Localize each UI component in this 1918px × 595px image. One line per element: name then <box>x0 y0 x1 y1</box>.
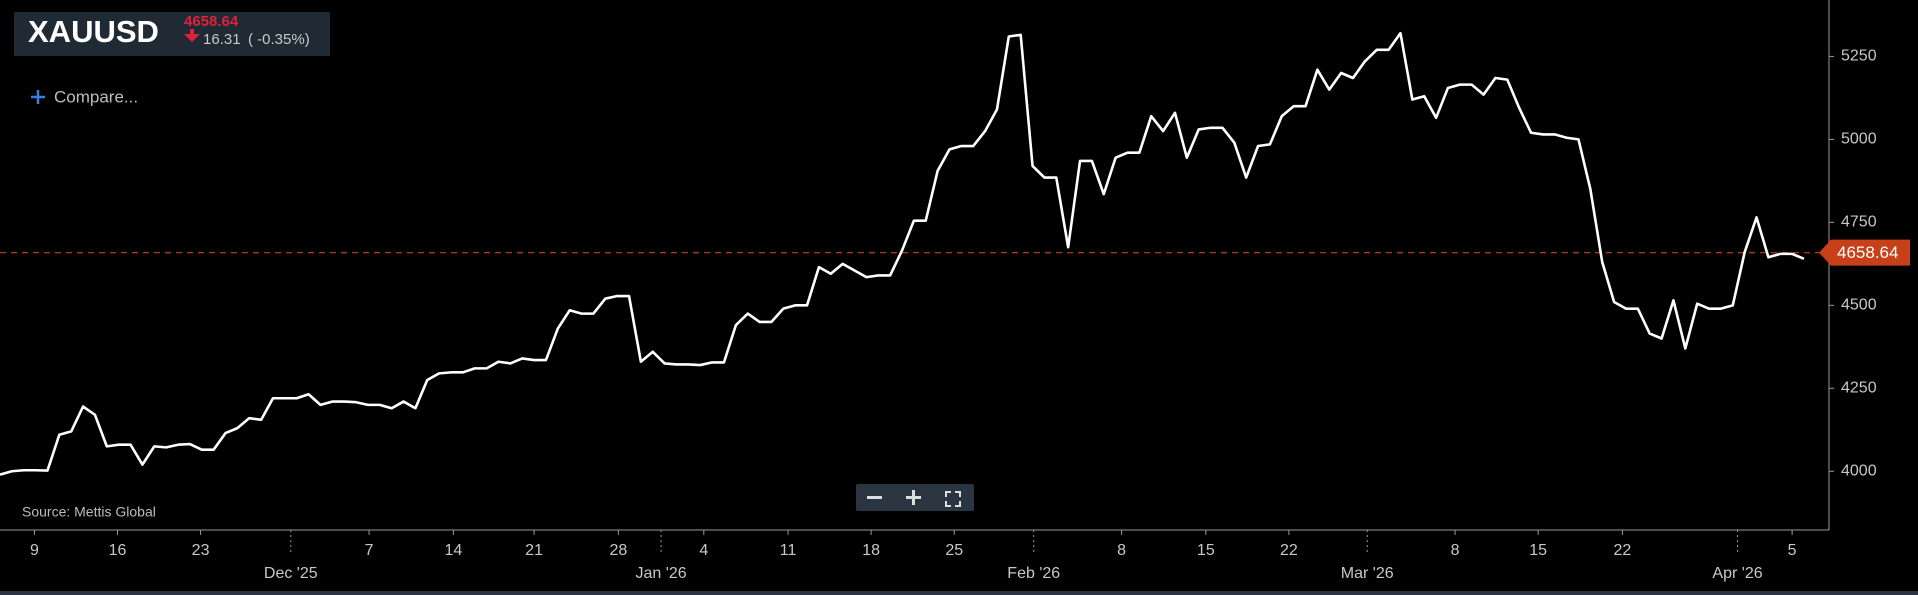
x-tick-label: 23 <box>192 542 210 559</box>
bottom-border <box>0 591 1918 595</box>
x-tick-label: 15 <box>1529 542 1547 559</box>
x-tick-label: 8 <box>1451 542 1460 559</box>
x-tick-label: 11 <box>780 542 797 559</box>
symbol: XAUUSD <box>28 14 159 49</box>
x-tick-label: 4 <box>699 542 708 559</box>
x-tick-label: 8 <box>1117 542 1126 559</box>
y-tick-label: 5250 <box>1841 48 1877 65</box>
y-tick-label: 4250 <box>1841 380 1877 397</box>
fullscreen[interactable] <box>945 491 961 507</box>
x-tick-label: 16 <box>109 542 127 559</box>
month-label: Apr '26 <box>1712 565 1762 582</box>
month-label: Feb '26 <box>1007 565 1060 582</box>
x-tick-label: 7 <box>365 542 374 559</box>
x-tick-label: 9 <box>30 542 39 559</box>
x-tick-label: 25 <box>945 542 963 559</box>
change-pct: ( -0.35%) <box>248 31 310 48</box>
price-line <box>0 31 1805 476</box>
month-label: Jan '26 <box>636 565 687 582</box>
y-tick-label: 4500 <box>1841 297 1877 314</box>
x-tick-label: 28 <box>609 542 627 559</box>
x-tick-label: 21 <box>525 542 543 559</box>
month-label: Mar '26 <box>1341 565 1394 582</box>
y-tick-label: 4000 <box>1841 462 1877 479</box>
x-tick-label: 18 <box>862 542 880 559</box>
x-tick-label: 14 <box>444 542 462 559</box>
x-tick-label: 15 <box>1197 542 1215 559</box>
change: 16.31 <box>203 31 241 48</box>
price: 4658.64 <box>184 13 239 30</box>
zoom-in[interactable] <box>906 490 921 505</box>
current-price-tag <box>1819 239 1910 266</box>
month-label: Dec '25 <box>264 565 318 582</box>
symbol-box <box>14 12 330 56</box>
down-arrow <box>184 29 200 42</box>
x-tick-label: 22 <box>1280 542 1298 559</box>
x-tick-label: 5 <box>1788 542 1797 559</box>
compare-button[interactable]: Compare... <box>54 87 138 106</box>
y-tick-label: 4750 <box>1841 214 1877 231</box>
source-note: Source: Mettis Global <box>22 504 156 520</box>
y-tick-label: 5000 <box>1841 131 1877 148</box>
x-tick-label: 22 <box>1614 542 1632 559</box>
compare-icon[interactable] <box>31 90 45 104</box>
current-price-label: 4658.64 <box>1837 243 1898 262</box>
